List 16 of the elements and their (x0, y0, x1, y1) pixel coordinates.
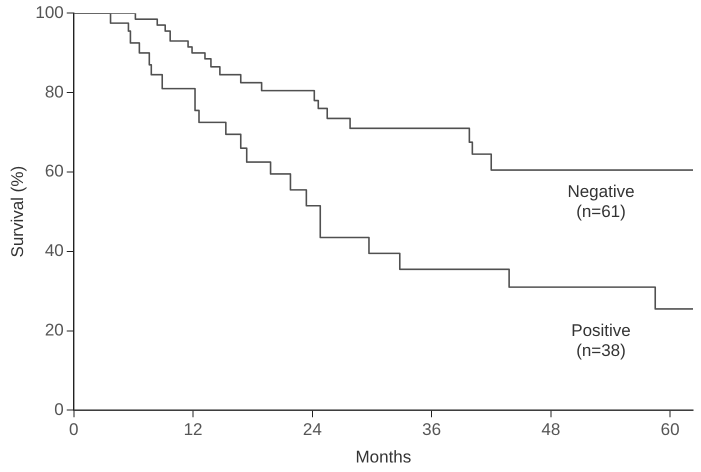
y-tick-label: 80 (44, 82, 64, 102)
x-tick-label: 0 (69, 420, 78, 440)
series-label: Negative (n=61) (567, 182, 635, 222)
series-label: Positive (n=38) (571, 321, 631, 360)
x-axis-title: Months (356, 447, 412, 466)
x-tick-label: 12 (184, 420, 202, 440)
x-tick-label: 24 (302, 420, 322, 440)
y-tick-label: 20 (44, 320, 64, 340)
y-tick-label: 100 (35, 2, 64, 22)
y-tick-label: 40 (44, 241, 64, 260)
y-tick-label: 0 (54, 400, 64, 419)
x-tick-label: 36 (422, 420, 442, 440)
x-tick-label: 48 (541, 420, 560, 440)
x-tick-label: 60 (660, 420, 680, 440)
y-tick-label: 60 (44, 162, 64, 181)
y-axis-title: Survival (%) (8, 166, 27, 258)
